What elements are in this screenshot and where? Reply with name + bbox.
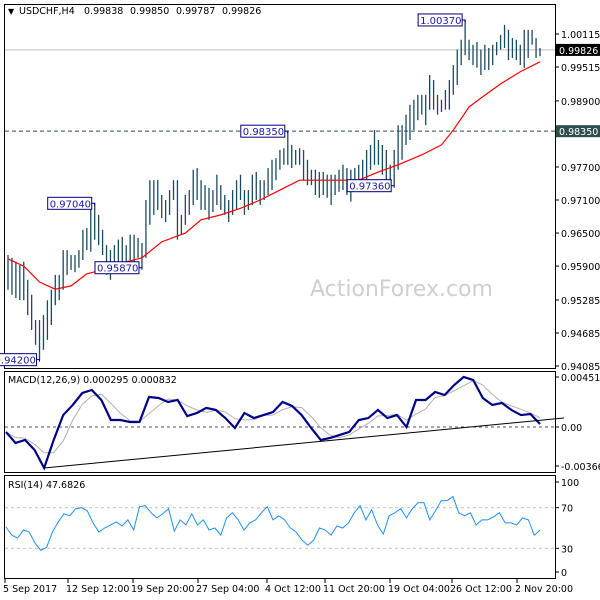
- price-label: 0.97360: [349, 182, 390, 193]
- price-label-box: [240, 124, 286, 138]
- price-axis-label: 1.00115: [561, 30, 600, 41]
- time-axis-label: 4 Oct 12:00: [265, 584, 321, 595]
- main-panel-frame: [4, 4, 556, 369]
- macd-axis-label: -0.003668: [561, 462, 600, 473]
- price-label: 0.98350: [243, 127, 284, 138]
- time-axis-label: 26 Oct 12:00: [450, 584, 512, 595]
- rsi-axis-label: 100: [561, 478, 579, 489]
- macd-panel-frame: [4, 371, 556, 473]
- time-axis-label: 12 Sep 12:00: [66, 584, 129, 595]
- current-price-tag: [556, 43, 600, 56]
- rsi-axis-label: 0: [561, 568, 567, 579]
- moving-average-line: [7, 61, 541, 290]
- time-axis-label: 2 Nov 20:00: [515, 584, 573, 595]
- price-label-box: [0, 353, 38, 367]
- rsi-panel-frame: [4, 475, 556, 579]
- price-label-connector: [284, 130, 289, 134]
- price-axis-label: 0.94085: [561, 362, 600, 373]
- header-open: 0.99838: [84, 6, 123, 17]
- price-axis-label: 0.95285: [561, 296, 600, 307]
- price-label: 0.95870: [97, 264, 138, 275]
- header-close: 0.99826: [222, 6, 261, 17]
- price-label: 1.00370: [420, 16, 461, 27]
- macd-axis-label: 0.004516: [561, 373, 600, 384]
- macd-axis-label: 0.00: [561, 423, 582, 434]
- price-axis-label: 0.95900: [561, 262, 600, 273]
- price-axis-label: 0.97100: [561, 196, 600, 207]
- header-high: 0.99850: [130, 6, 169, 17]
- time-axis-label: 27 Sep 04:00: [196, 584, 259, 595]
- price-label-box: [346, 179, 392, 193]
- header-arrow-icon[interactable]: ▼: [8, 7, 15, 16]
- price-axis-label: 0.98900: [561, 97, 600, 108]
- price-label-connector: [91, 202, 96, 206]
- price-axis-label: 0.99515: [561, 63, 600, 74]
- price-plot: 1.00370 0.98350 0.97040 0.95870 0.97360 0.942…: [0, 13, 555, 367]
- price-label-box: [94, 261, 140, 275]
- price-label: 0.94200: [0, 356, 36, 367]
- time-axis-label: 19 Oct 04:00: [388, 584, 450, 595]
- rsi-line: [5, 495, 541, 551]
- price-axis-label: 0.96500: [561, 229, 600, 240]
- price-label-connector: [36, 359, 41, 362]
- rsi-title: RSI(14) 47.6826: [8, 480, 85, 491]
- rsi-axis-label: 30: [561, 544, 573, 555]
- header-low: 0.99787: [176, 6, 215, 17]
- macd-trendline: [44, 417, 564, 469]
- time-axis-label: 5 Sep 2017: [3, 584, 57, 595]
- current-price-label: 0.99826: [559, 46, 598, 57]
- macd-main-line: [5, 375, 541, 471]
- time-axis-label: 19 Sep 20:00: [131, 584, 194, 595]
- price-axis-label: 0.94685: [561, 329, 600, 340]
- macd-plot: [5, 375, 564, 471]
- header-symbol: USDCHF,H4: [19, 6, 75, 17]
- rsi-axis-label: 70: [561, 504, 573, 515]
- time-axis-label: 11 Oct 20:00: [323, 584, 385, 595]
- horizontal-line-tag: [556, 125, 600, 138]
- watermark: ActionForex.com: [310, 277, 493, 302]
- price-label-connector: [462, 19, 466, 22]
- horizontal-line-label: 0.98350: [559, 127, 598, 138]
- macd-title: MACD(12,26,9) 0.000295 0.000832: [8, 375, 177, 386]
- price-label-connector: [391, 185, 395, 188]
- price-axis-label: 0.97700: [561, 163, 600, 174]
- price-label: 0.97040: [50, 199, 91, 210]
- axes: 1.00115 0.99515 0.98900 0.97700 0.97100 0.965…: [3, 30, 600, 595]
- price-label-connector: [138, 267, 143, 270]
- macd-signal-line: [5, 380, 541, 454]
- price-label-box: [47, 196, 93, 210]
- price-label-box: [417, 13, 463, 27]
- rsi-plot: [5, 495, 555, 551]
